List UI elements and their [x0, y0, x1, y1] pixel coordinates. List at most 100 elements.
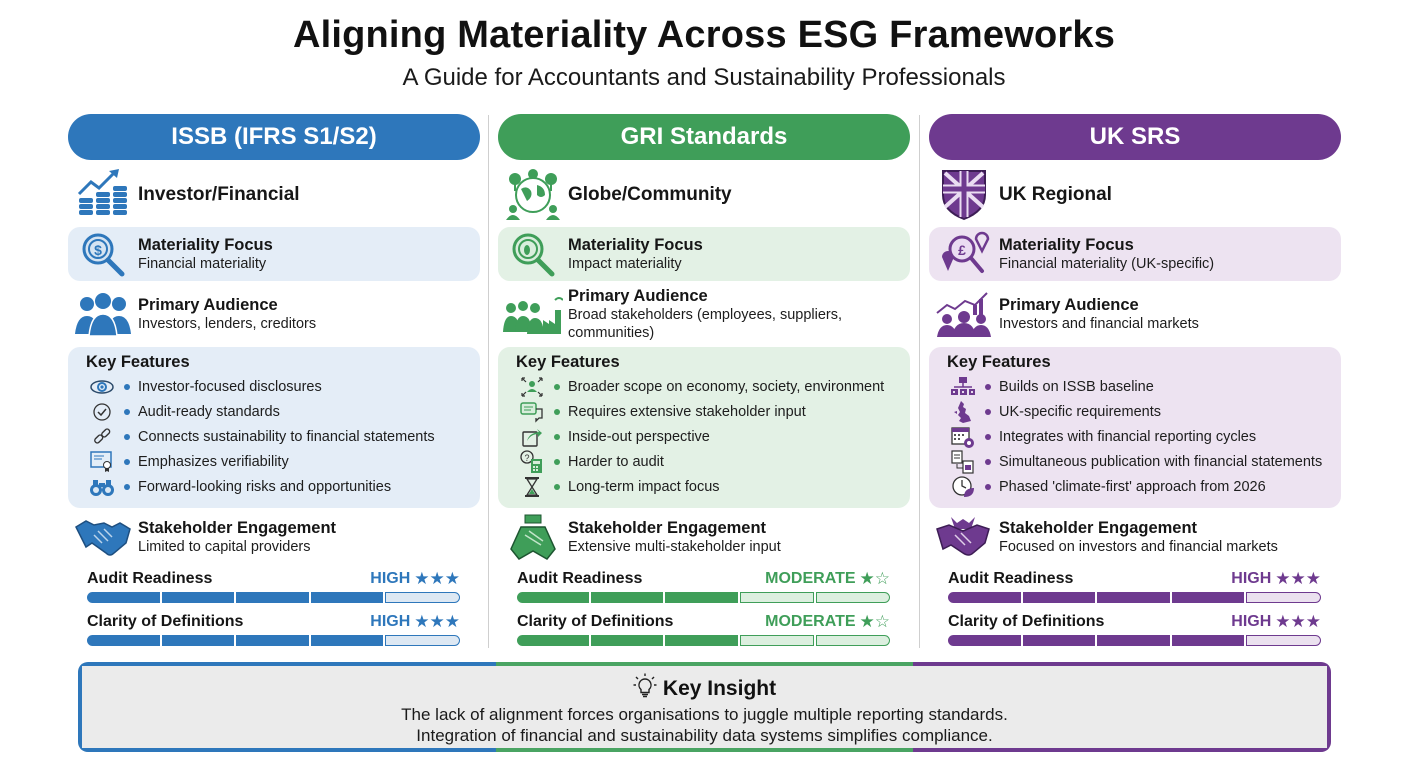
key-features-title: Key Features: [947, 353, 1051, 371]
crowd-chart-icon: [929, 291, 999, 337]
rating-text: HIGH: [370, 613, 411, 630]
column-divider: [919, 115, 920, 648]
union-jack-shield-icon: [929, 167, 999, 221]
eye-icon: [86, 379, 118, 395]
insight-line: Integration of financial and sustainabil…: [416, 726, 993, 745]
framework-header: GRI Standards: [498, 114, 910, 160]
feature-item: Audit-ready standards: [86, 399, 468, 424]
uk-map-icon: [947, 400, 979, 424]
progress-bar: [948, 635, 1321, 646]
footprint-magnifier-icon: [498, 230, 568, 278]
feature-item: Phased 'climate-first' approach from 202…: [947, 474, 1329, 499]
clock-leaf-icon: [947, 475, 979, 499]
metric-audit-readiness: Audit Readiness MODERATE ★☆: [517, 569, 891, 603]
audience-value: Investors, lenders, creditors: [138, 315, 317, 332]
rating-text: MODERATE: [765, 613, 856, 630]
hierarchy-icon: [947, 376, 979, 398]
engagement-label: Stakeholder Engagement: [138, 518, 337, 537]
stacked-hands-icon: [498, 513, 568, 561]
progress-bar: [87, 635, 460, 646]
materiality-value: Financial materiality: [138, 255, 267, 272]
feature-item: Inside-out perspective: [516, 424, 898, 449]
audience-value: Broad stakeholders (employees, suppliers…: [568, 306, 843, 341]
materiality-value: Financial materiality (UK-specific): [999, 255, 1215, 272]
calculator-question-icon: ?: [516, 449, 548, 474]
check-circle-icon: [86, 402, 118, 422]
key-features-title: Key Features: [516, 353, 620, 371]
progress-bar: [517, 635, 891, 646]
pound-magnifier-pins-icon: £: [929, 229, 999, 279]
hourglass-icon: [516, 476, 548, 498]
progress-bar: [948, 592, 1321, 603]
page-subtitle: A Guide for Accountants and Sustainabili…: [402, 64, 1006, 91]
suits-handshake-icon: [929, 515, 999, 559]
dollar-magnifier-icon: $: [68, 230, 138, 278]
orientation-label: UK Regional: [999, 183, 1112, 205]
metric-audit-readiness: Audit Readiness HIGH ★★★: [87, 569, 460, 603]
framework-header: ISSB (IFRS S1/S2): [68, 114, 480, 160]
rating-text: HIGH: [1231, 613, 1272, 630]
star-rating-icon: ★★★: [414, 569, 460, 588]
link-icon: [86, 427, 118, 447]
svg-text:£: £: [958, 242, 966, 258]
calendar-gear-icon: [947, 425, 979, 449]
share-out-icon: [516, 426, 548, 448]
svg-text:$: $: [94, 242, 102, 258]
orientation-label: Investor/Financial: [138, 183, 300, 205]
framework-column: UK SRS UK Regional £ Materiality Focus Finan…: [929, 114, 1341, 646]
insight-line: The lack of alignment forces organisatio…: [401, 705, 1008, 724]
engagement-value: Focused on investors and financial marke…: [999, 538, 1278, 555]
materiality-value: Impact materiality: [568, 255, 682, 272]
lightbulb-icon: [633, 673, 657, 705]
star-rating-icon: ★★★: [414, 612, 460, 631]
feature-item: Forward-looking risks and opportunities: [86, 474, 468, 499]
business-people-icon: [68, 292, 138, 336]
feature-item: Investor-focused disclosures: [86, 374, 468, 399]
certificate-icon: [86, 450, 118, 473]
rating-text: HIGH: [370, 570, 411, 587]
audience-label: Primary Audience: [568, 286, 708, 305]
binoculars-icon: [86, 477, 118, 497]
feature-item: Simultaneous publication with financial …: [947, 449, 1329, 474]
expand-person-icon: [516, 376, 548, 398]
feature-item: Integrates with financial reporting cycl…: [947, 424, 1329, 449]
orientation-label: Globe/Community: [568, 183, 732, 205]
audience-value: Investors and financial markets: [999, 315, 1199, 332]
engagement-value: Limited to capital providers: [138, 538, 311, 555]
metric-clarity-of-definitions: Clarity of Definitions MODERATE ★☆: [517, 612, 891, 646]
feature-item: Requires extensive stakeholder input: [516, 399, 898, 424]
framework-header: UK SRS: [929, 114, 1341, 160]
globe-community-icon: [498, 167, 568, 221]
engagement-label: Stakeholder Engagement: [568, 518, 767, 537]
key-insight-panel: Key Insight The lack of alignment forces…: [78, 662, 1331, 752]
star-rating-icon: ★★★: [1275, 612, 1321, 631]
svg-text:?: ?: [524, 453, 529, 463]
documents-icon: [947, 449, 979, 474]
rating-text: HIGH: [1231, 570, 1272, 587]
feature-item: UK-specific requirements: [947, 399, 1329, 424]
feature-item: Broader scope on economy, society, envir…: [516, 374, 898, 399]
metric-clarity-of-definitions: Clarity of Definitions HIGH ★★★: [87, 612, 460, 646]
progress-bar: [87, 592, 460, 603]
engagement-label: Stakeholder Engagement: [999, 518, 1198, 537]
feature-item: Builds on ISSB baseline: [947, 374, 1329, 399]
materiality-label: Materiality Focus: [568, 235, 703, 254]
people-factory-icon: [498, 292, 568, 336]
key-features-panel: Key Features Broader scope on economy, so…: [498, 347, 910, 508]
column-divider: [488, 115, 489, 648]
metric-audit-readiness: Audit Readiness HIGH ★★★: [948, 569, 1321, 603]
feature-item: Emphasizes verifiability: [86, 449, 468, 474]
star-rating-icon: ★☆: [859, 612, 890, 631]
progress-bar: [517, 592, 891, 603]
feature-item: ? Harder to audit: [516, 449, 898, 474]
audience-label: Primary Audience: [138, 295, 278, 314]
key-features-panel: Key Features Investor-focused disclosures…: [68, 347, 480, 508]
star-rating-icon: ★☆: [859, 569, 890, 588]
coins-growth-icon: [68, 168, 138, 220]
key-features-panel: Key Features Builds on ISSB baseline UK-sp…: [929, 347, 1341, 508]
chat-bubbles-icon: [516, 401, 548, 423]
page-title: Aligning Materiality Across ESG Framewor…: [292, 14, 1116, 56]
star-rating-icon: ★★★: [1275, 569, 1321, 588]
materiality-label: Materiality Focus: [138, 235, 273, 254]
engagement-value: Extensive multi-stakeholder input: [568, 538, 781, 555]
